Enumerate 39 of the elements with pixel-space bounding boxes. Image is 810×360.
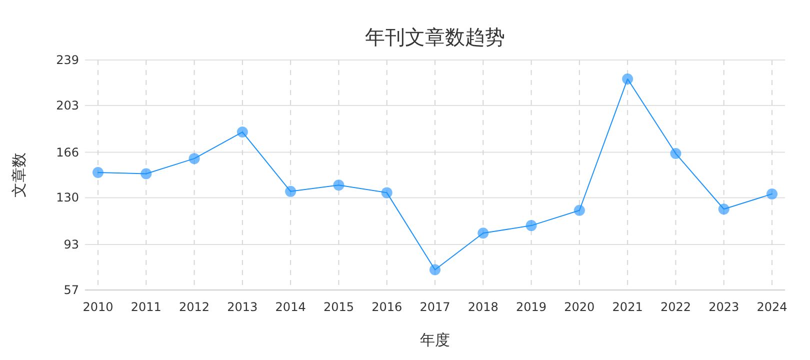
x-tick-label: 2013 (227, 300, 258, 314)
y-tick-label: 166 (56, 145, 79, 160)
y-axis-title: 文章数 (10, 152, 28, 198)
x-tick-label: 2015 (323, 300, 354, 314)
point (670, 148, 682, 160)
chart-title: 年刊文章数趋势 (365, 25, 505, 49)
x-tick-label: 2021 (612, 300, 643, 314)
point (188, 153, 200, 164)
y-tick-label: 130 (56, 190, 79, 205)
y-tick-label: 203 (56, 98, 79, 112)
point (766, 188, 778, 200)
y-tick-label: 239 (56, 53, 79, 67)
x-tick-label: 2023 (708, 300, 740, 314)
point (478, 228, 489, 239)
point (333, 180, 344, 191)
x-tick-label: 2017 (420, 300, 450, 314)
point (285, 186, 296, 197)
x-tick-label: 2022 (660, 300, 691, 314)
point (92, 166, 104, 178)
x-tick-label: 2019 (516, 300, 547, 314)
point (718, 204, 730, 215)
x-tick-label: 2024 (756, 300, 788, 314)
point (236, 126, 248, 138)
y-tick-label: 93 (64, 238, 79, 252)
point (622, 73, 634, 84)
y-tick-label: 57 (64, 283, 79, 297)
x-axis-title: 年度 (420, 331, 450, 349)
x-tick-label: 2010 (82, 300, 114, 314)
point (430, 264, 440, 276)
x-tick-label: 2020 (564, 300, 595, 314)
point (526, 220, 537, 232)
point (381, 187, 392, 198)
x-tick-label: 2016 (372, 300, 402, 314)
point (140, 168, 152, 180)
x-tick-label: 2018 (468, 300, 498, 314)
x-tick-label: 2012 (179, 300, 210, 314)
point (574, 204, 585, 216)
x-tick-label: 2011 (130, 300, 162, 314)
x-tick-label: 2014 (275, 300, 306, 314)
